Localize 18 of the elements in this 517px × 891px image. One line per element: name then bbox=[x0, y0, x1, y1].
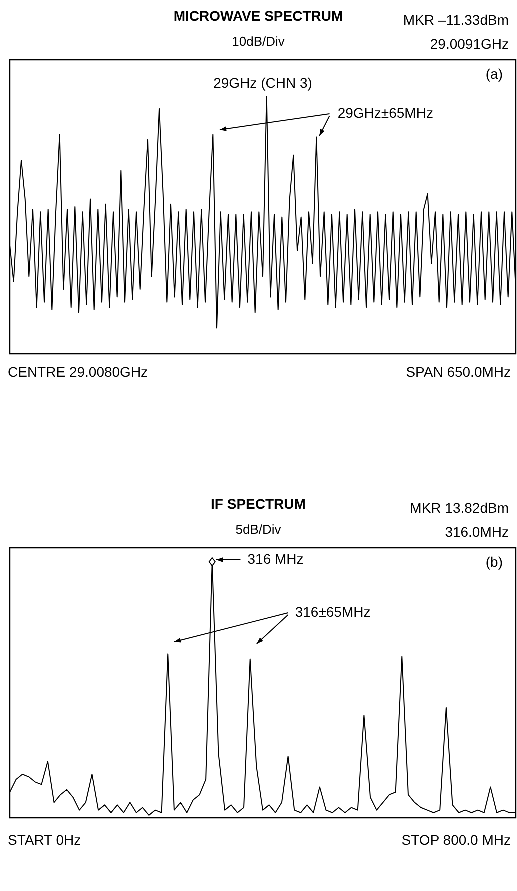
text: 316.0MHz bbox=[444, 523, 509, 542]
text: MKR 13.82dBm bbox=[410, 499, 509, 518]
text: MKR –11.33dBm bbox=[403, 11, 509, 30]
text: 29.0091GHz bbox=[429, 35, 509, 54]
text: SPAN 650.0MHz bbox=[406, 364, 511, 380]
annotation: 316±65MHz bbox=[295, 604, 371, 620]
text: (a) bbox=[486, 66, 503, 82]
chart-title: IF SPECTRUM bbox=[211, 496, 306, 512]
chart-subtitle: 10dB/Div bbox=[232, 34, 285, 49]
chart-subtitle: 5dB/Div bbox=[236, 522, 282, 537]
text: STOP 800.0 MHz bbox=[402, 832, 511, 848]
annotation: 316 MHz bbox=[248, 550, 304, 567]
chart-title: MICROWAVE SPECTRUM bbox=[174, 8, 344, 24]
annotation: (b) bbox=[486, 554, 503, 570]
text: START 0Hz bbox=[8, 832, 82, 848]
text: 29GHz (CHN 3) bbox=[214, 74, 312, 91]
text: CENTRE 29.0080GHz bbox=[8, 364, 148, 380]
annotation: 29GHz±65MHz bbox=[338, 104, 434, 121]
